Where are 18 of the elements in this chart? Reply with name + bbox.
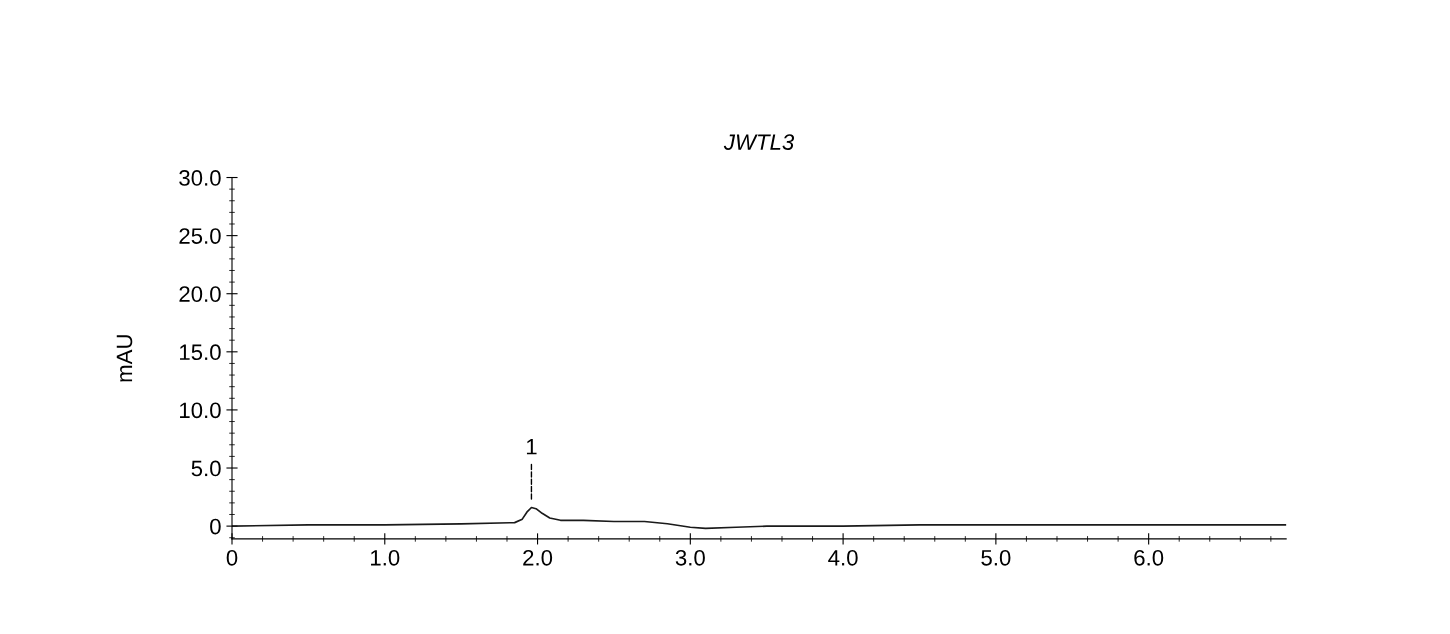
x-tick-label: 1.0	[371, 549, 400, 566]
y-axis-title: mAU	[116, 335, 133, 382]
x-tick-label: 4.0	[828, 549, 858, 566]
y-tick-label: 25.0	[179, 228, 221, 244]
annotation: 1	[526, 439, 537, 455]
x-tick-label: 5.0	[981, 549, 1011, 566]
y-tick-label: 30.0	[179, 170, 221, 186]
line-series	[232, 506, 1287, 530]
x-tick-label: 3.0	[675, 549, 705, 566]
x-tick-label: 0	[226, 549, 238, 566]
chart-title: JWTL3	[723, 134, 795, 150]
y-tick-label: 20.0	[179, 286, 221, 302]
x-tick-label: 2.0	[523, 549, 553, 566]
y-tick-label: 10.0	[180, 402, 221, 419]
y-tick-label: 0	[210, 518, 221, 535]
y-tick-label: 5.0	[191, 460, 221, 477]
x-tick-label: 6.0	[1134, 549, 1164, 566]
y-tick-label: 15.0	[180, 344, 221, 361]
